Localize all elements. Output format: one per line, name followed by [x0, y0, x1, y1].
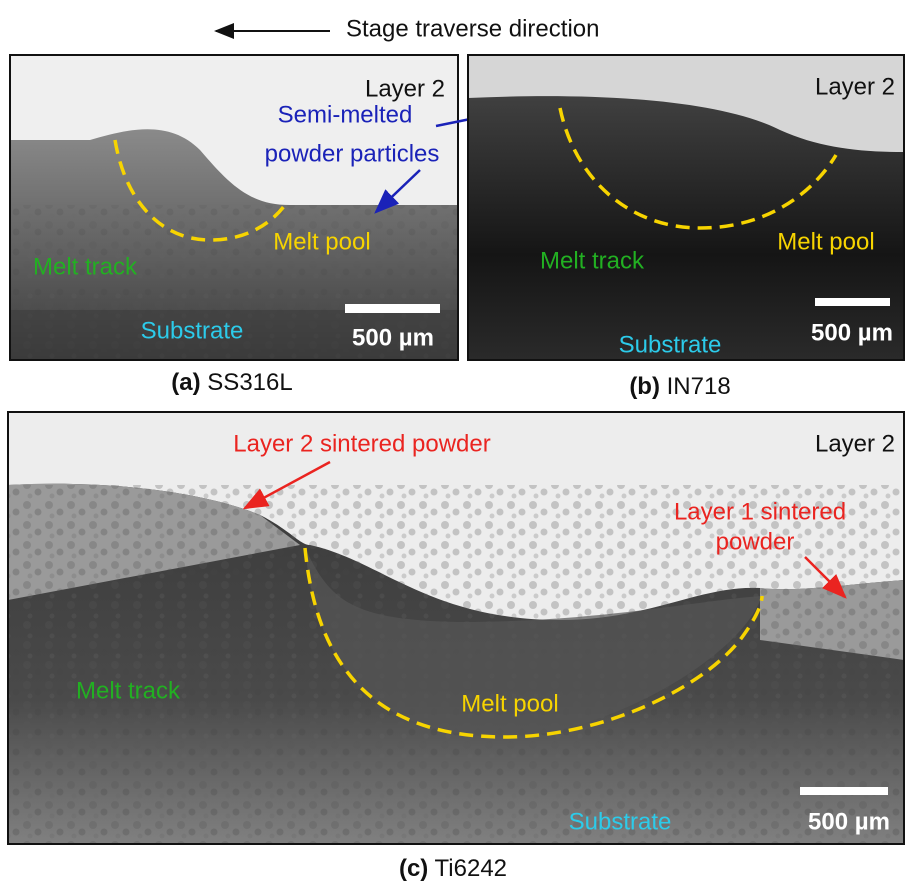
- substrate-label: Substrate: [569, 808, 672, 835]
- melt-track-label: Melt track: [33, 253, 138, 280]
- panel-label: (c): [399, 855, 428, 882]
- scale-bar: [815, 298, 890, 306]
- layer-label: Layer 2: [815, 430, 895, 457]
- panel-caption: (b) IN718: [629, 373, 730, 400]
- panel-c: Layer 2 sintered powder Layer 2 Layer 1 …: [8, 412, 904, 882]
- scale-label: 500 µm: [808, 808, 890, 835]
- panel-label: (b): [629, 373, 660, 400]
- scale-label: 500 µm: [811, 319, 893, 346]
- substrate-label: Substrate: [141, 317, 244, 344]
- material: IN718: [667, 373, 731, 400]
- substrate-label: Substrate: [619, 331, 722, 358]
- melt-track-label: Melt track: [540, 247, 645, 274]
- scale-bar: [345, 304, 440, 313]
- material: Ti6242: [435, 855, 508, 882]
- layer-label: Layer 2: [815, 73, 895, 100]
- annotation: Layer 1 sintered: [674, 498, 846, 525]
- melt-track-label: Melt track: [76, 677, 181, 704]
- panel-caption: (a) SS316L: [171, 369, 292, 396]
- scale-label: 500 µm: [352, 324, 434, 351]
- melt-pool-label: Melt pool: [461, 690, 558, 717]
- annotation: powder: [716, 528, 795, 555]
- material: SS316L: [207, 369, 292, 396]
- panel-a: Layer 2 Semi-melted powder particles Mel…: [10, 55, 495, 396]
- melt-pool-label: Melt pool: [777, 228, 874, 255]
- scale-bar: [800, 787, 888, 795]
- layer-label: Layer 2: [365, 75, 445, 102]
- panel-label: (a): [171, 369, 200, 396]
- panel-b: Layer 2 Melt pool Melt track Substrate 5…: [468, 55, 904, 400]
- direction-label: Stage traverse direction: [346, 15, 599, 42]
- panel-caption: (c) Ti6242: [399, 855, 507, 882]
- annotation: powder particles: [265, 140, 440, 167]
- melt-pool-label: Melt pool: [273, 228, 370, 255]
- figure: Stage traverse direction Layer 2 Semi-me…: [0, 0, 906, 887]
- annotation: Layer 2 sintered powder: [233, 430, 490, 457]
- annotation: Semi-melted: [278, 101, 413, 128]
